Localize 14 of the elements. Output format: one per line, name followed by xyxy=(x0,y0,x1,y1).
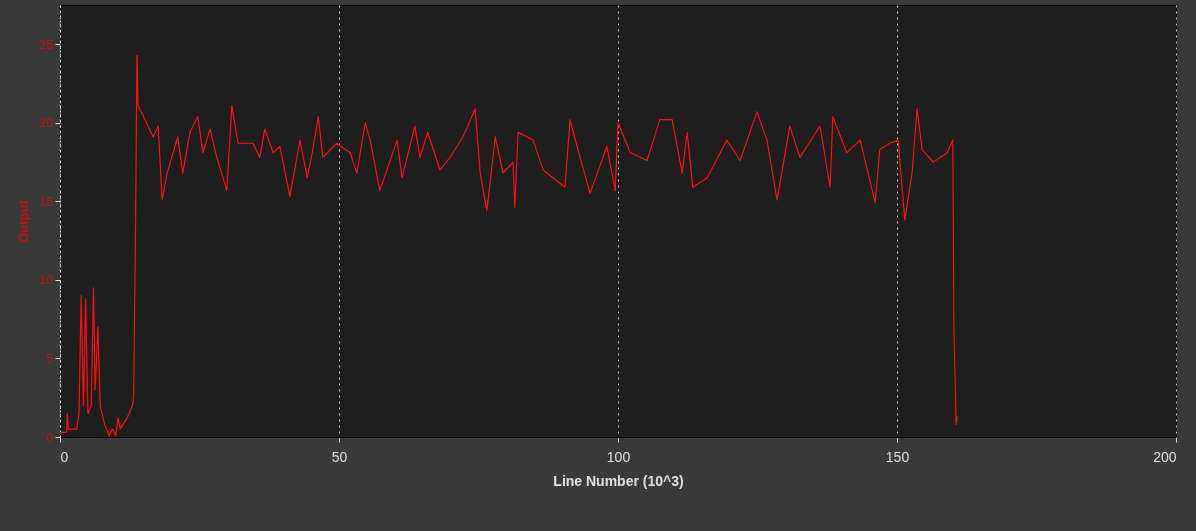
y-axis-title: Output xyxy=(16,199,32,243)
x-tick-label: 200 xyxy=(1153,448,1177,465)
y-tick-label: 5 xyxy=(46,350,54,366)
x-tick-label: 50 xyxy=(331,448,348,465)
y-tick-label: 10 xyxy=(39,272,54,288)
x-tick-label: 150 xyxy=(885,448,910,465)
x-tick-label: 0 xyxy=(60,448,69,465)
y-tick-label: 25 xyxy=(39,36,54,52)
line-series xyxy=(59,54,958,437)
y-tick-label: 0 xyxy=(46,429,54,445)
y-tick-label: 20 xyxy=(39,115,54,131)
x-tick-label: 100 xyxy=(606,448,631,465)
x-axis-title: Line Number (10^3) xyxy=(553,472,684,489)
y-tick-label: 15 xyxy=(39,193,54,209)
